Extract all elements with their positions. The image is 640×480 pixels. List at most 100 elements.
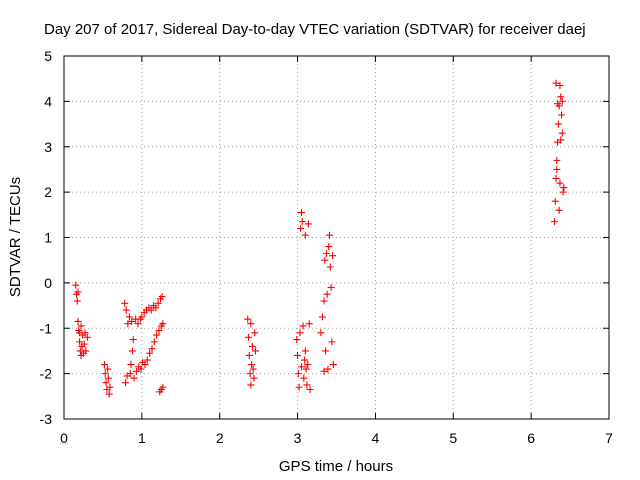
data-point bbox=[76, 338, 84, 346]
data-point bbox=[322, 347, 330, 355]
data-point bbox=[552, 175, 560, 183]
data-point bbox=[104, 374, 112, 382]
data-point bbox=[304, 361, 312, 369]
data-point bbox=[306, 386, 314, 394]
data-point bbox=[322, 249, 330, 257]
data-point bbox=[301, 347, 309, 355]
data-point bbox=[558, 97, 566, 105]
data-point bbox=[130, 374, 138, 382]
x-tick-label: 7 bbox=[605, 430, 613, 446]
data-point bbox=[320, 367, 328, 375]
data-point bbox=[558, 111, 566, 119]
data-point bbox=[154, 299, 162, 307]
data-point bbox=[124, 320, 132, 328]
chart-title: Day 207 of 2017, Sidereal Day-to-day VTE… bbox=[44, 21, 586, 38]
data-point bbox=[82, 347, 90, 355]
data-point bbox=[152, 304, 160, 312]
data-point bbox=[105, 390, 113, 398]
y-tick-label: -2 bbox=[40, 366, 53, 382]
data-point bbox=[138, 313, 146, 321]
data-point bbox=[305, 320, 313, 328]
x-tick-labels: 0 1 2 3 4 5 6 7 bbox=[60, 430, 613, 446]
data-point bbox=[134, 320, 142, 328]
x-tick-label: 6 bbox=[527, 430, 535, 446]
data-point bbox=[303, 381, 311, 389]
data-point bbox=[137, 365, 145, 373]
data-point bbox=[129, 336, 137, 344]
data-point bbox=[247, 320, 255, 328]
data-point bbox=[244, 315, 252, 323]
data-point bbox=[252, 347, 260, 355]
data-point bbox=[80, 340, 88, 348]
data-point bbox=[329, 361, 337, 369]
data-point bbox=[150, 338, 158, 346]
data-point bbox=[325, 231, 333, 239]
y-tick-label: -3 bbox=[40, 411, 53, 427]
x-tick-label: 5 bbox=[449, 430, 457, 446]
data-point bbox=[76, 329, 84, 337]
data-point bbox=[155, 327, 163, 335]
data-point bbox=[245, 333, 253, 341]
x-tick-label: 4 bbox=[372, 430, 380, 446]
data-point bbox=[122, 306, 130, 314]
data-point bbox=[328, 338, 336, 346]
data-point bbox=[553, 165, 561, 173]
data-point bbox=[297, 209, 305, 217]
data-point bbox=[121, 299, 129, 307]
data-point bbox=[296, 329, 304, 337]
data-point bbox=[102, 379, 110, 387]
data-point bbox=[552, 79, 560, 87]
y-tick-label: -1 bbox=[40, 320, 53, 336]
data-point bbox=[326, 263, 334, 271]
data-point bbox=[128, 317, 136, 325]
data-point bbox=[158, 292, 166, 300]
plot-frame bbox=[63, 55, 610, 420]
data-point bbox=[129, 347, 137, 355]
data-point bbox=[551, 218, 558, 226]
data-point bbox=[557, 136, 565, 144]
data-point bbox=[293, 336, 301, 344]
data-point bbox=[302, 365, 310, 373]
data-point bbox=[77, 322, 85, 330]
data-point bbox=[141, 361, 149, 369]
y-tick-label: 4 bbox=[44, 93, 52, 109]
data-point bbox=[73, 297, 81, 305]
y-tick-labels: -3 -2 -1 0 1 2 3 4 5 bbox=[40, 48, 53, 427]
data-point bbox=[248, 342, 256, 350]
data-point bbox=[323, 290, 331, 298]
data-point bbox=[558, 129, 566, 137]
data-point bbox=[247, 381, 255, 389]
data-point bbox=[553, 156, 561, 164]
data-point bbox=[321, 256, 329, 264]
data-point bbox=[148, 345, 156, 353]
data-point bbox=[147, 306, 155, 314]
data-point bbox=[318, 313, 326, 321]
data-point bbox=[245, 351, 253, 359]
data-point bbox=[127, 361, 135, 369]
data-point bbox=[83, 333, 91, 341]
data-point bbox=[557, 93, 565, 101]
data-point bbox=[126, 370, 134, 378]
data-point bbox=[325, 243, 333, 251]
y-tick-label: 1 bbox=[44, 230, 52, 246]
data-point bbox=[104, 365, 112, 373]
data-point bbox=[159, 383, 167, 391]
data-point bbox=[294, 351, 302, 359]
data-point bbox=[125, 313, 133, 321]
x-tick-label: 1 bbox=[138, 430, 146, 446]
x-tick-label: 0 bbox=[60, 430, 68, 446]
data-point bbox=[327, 283, 335, 291]
data-point bbox=[299, 322, 307, 330]
data-point bbox=[317, 329, 325, 337]
y-tick-label: 0 bbox=[44, 275, 52, 291]
data-point bbox=[298, 218, 306, 226]
data-point bbox=[556, 81, 564, 89]
data-point bbox=[300, 374, 308, 382]
data-point bbox=[101, 370, 109, 378]
data-point bbox=[297, 363, 305, 371]
data-point bbox=[554, 100, 562, 108]
data-point bbox=[301, 231, 309, 239]
x-axis-label: GPS time / hours bbox=[279, 458, 393, 475]
y-tick-label: 2 bbox=[44, 184, 52, 200]
